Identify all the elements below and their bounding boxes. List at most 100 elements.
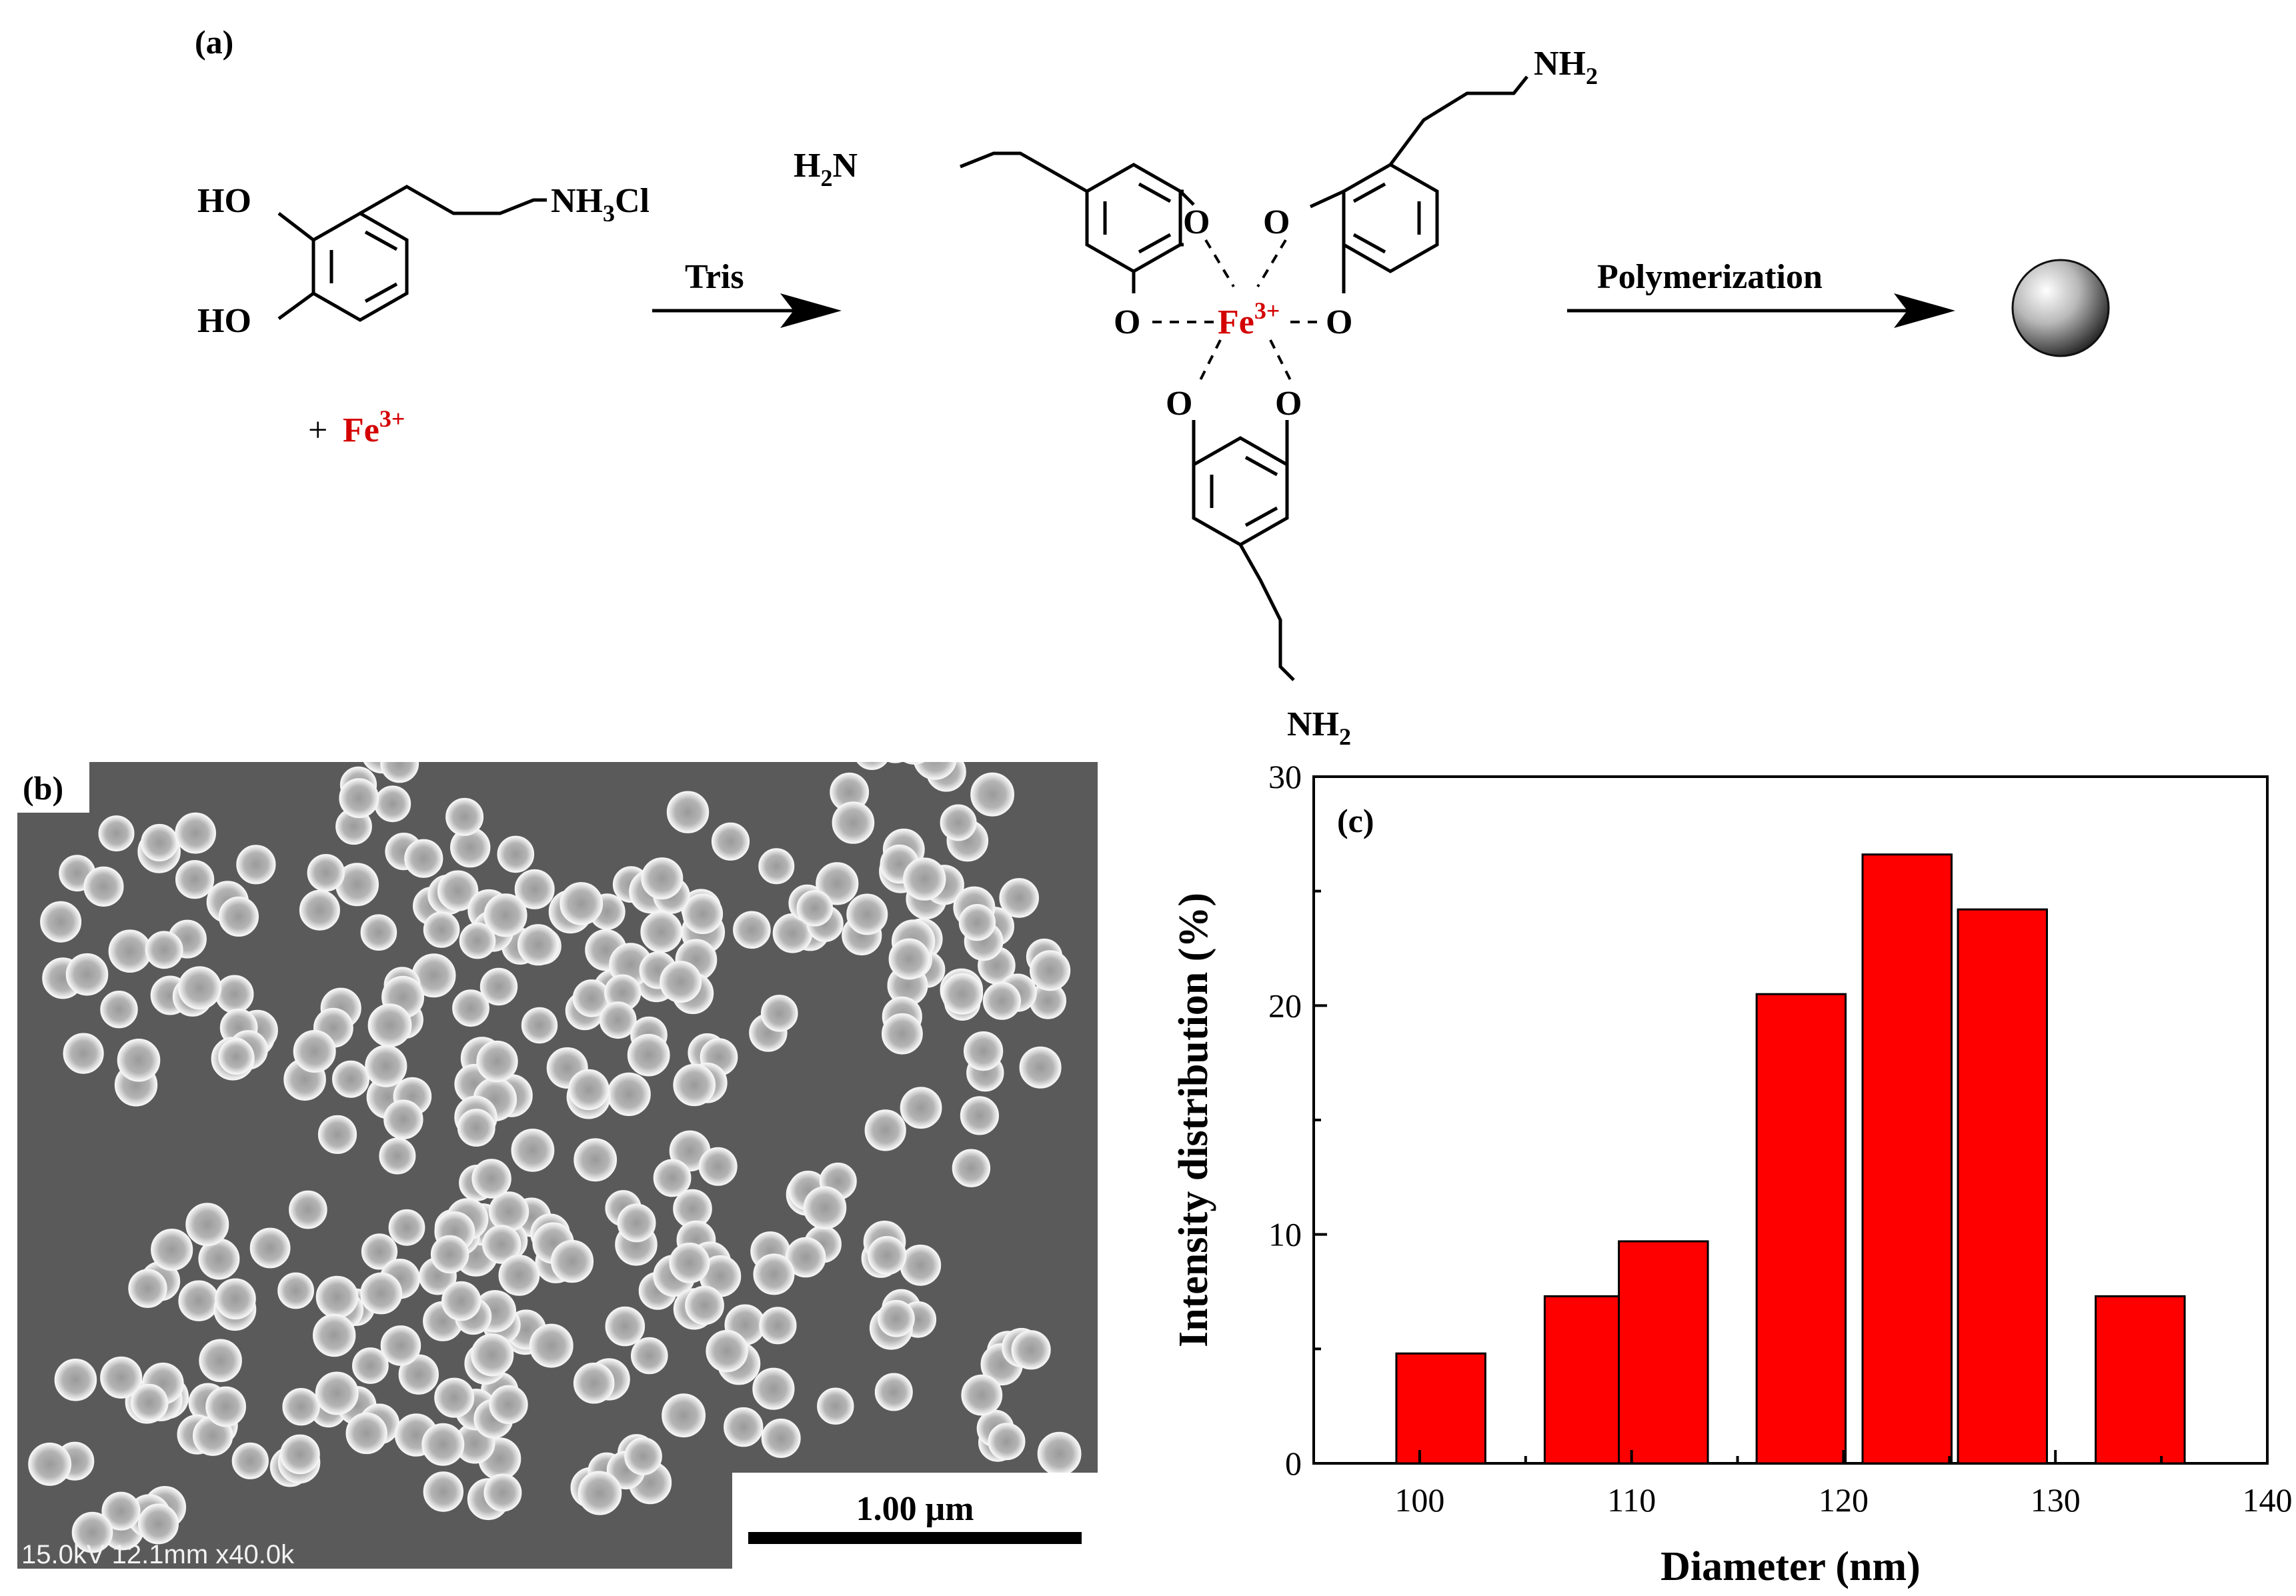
- sem-particle: [379, 1137, 416, 1175]
- sem-particle: [63, 1033, 104, 1074]
- sem-particle: [365, 1045, 407, 1087]
- complex-amine-top: NH2: [1534, 45, 1598, 89]
- sem-particle: [803, 1186, 847, 1230]
- sem-particle: [796, 890, 834, 927]
- sem-particle: [360, 1272, 403, 1315]
- sem-particle: [441, 1281, 481, 1321]
- sem-particle: [231, 1442, 269, 1479]
- complex-amine-left: H2N: [794, 147, 858, 191]
- sem-particle: [476, 1040, 518, 1083]
- sem-particle: [999, 878, 1039, 918]
- oxygen-right-lower: O: [1326, 303, 1352, 341]
- sem-particle: [759, 1307, 797, 1345]
- sem-particle: [550, 1239, 594, 1283]
- sem-particle: [673, 1063, 716, 1107]
- sem-particle: [380, 762, 419, 783]
- sem-particle: [631, 1337, 668, 1375]
- oxygen-bottom-right: O: [1275, 385, 1302, 423]
- x-tick-label: 140: [2243, 1481, 2293, 1519]
- sem-particle: [698, 1147, 738, 1186]
- sem-particle: [653, 1159, 692, 1197]
- sem-particle: [199, 1339, 242, 1383]
- sem-particle: [339, 778, 379, 819]
- sem-particle: [662, 1393, 706, 1438]
- sem-particle: [108, 929, 152, 973]
- sem-particle: [215, 1278, 256, 1320]
- sem-particle: [685, 1285, 724, 1325]
- reaction-arrow-2-head: [1894, 293, 1955, 328]
- sem-particle: [138, 1503, 179, 1545]
- sem-particle: [711, 822, 750, 861]
- scale-bar-label: 1.00 μm: [856, 1490, 974, 1528]
- sem-particle: [568, 1069, 610, 1111]
- sem-particle: [388, 1209, 425, 1246]
- sem-particle: [421, 1423, 465, 1466]
- y-tick-label: 10: [1268, 1216, 1302, 1253]
- sem-particle: [961, 1374, 1003, 1416]
- sem-particle: [900, 1244, 942, 1286]
- sem-particle: [452, 989, 489, 1027]
- sem-particle: [71, 1511, 113, 1553]
- arrow-label-tris: Tris: [685, 258, 744, 296]
- sem-particle: [479, 967, 518, 1006]
- sem-particle: [489, 1385, 528, 1424]
- sem-info-text: 15.0kV 12.1mm x40.0k: [21, 1540, 295, 1569]
- sem-particle: [868, 1236, 907, 1275]
- sem-particle: [299, 889, 340, 931]
- panel-label-c: (c): [1337, 802, 1374, 839]
- sem-particle: [517, 924, 559, 966]
- sem-particle: [599, 1001, 637, 1039]
- sem-particle: [352, 1347, 389, 1384]
- iron-center: Fe3+: [1218, 297, 1280, 341]
- sem-particle: [423, 1471, 463, 1512]
- sem-particle: [282, 1388, 320, 1426]
- sem-particle: [175, 860, 215, 899]
- sem-particle: [832, 801, 875, 844]
- sem-particle: [54, 1359, 97, 1401]
- x-tick-label: 110: [1607, 1481, 1656, 1519]
- sem-particle: [682, 893, 724, 935]
- sem-image: (b) 1.00 μm 15.0kV 12.1mm x40.0k: [17, 762, 1098, 1569]
- nanoparticle-sphere: [2011, 259, 2110, 357]
- oxygen-right-upper: O: [1263, 203, 1290, 241]
- sem-particle: [345, 1412, 387, 1455]
- sem-particle: [293, 1030, 336, 1073]
- sem-particle: [289, 1190, 327, 1229]
- x-tick-label: 130: [2031, 1481, 2081, 1519]
- sem-particle: [361, 1233, 398, 1270]
- y-tick-label: 30: [1268, 760, 1302, 795]
- sem-particle: [988, 1423, 1026, 1461]
- sem-particle: [101, 1491, 141, 1531]
- sem-particle: [816, 862, 859, 905]
- sem-particle: [315, 1371, 359, 1415]
- hydroxyl-bottom: HO: [197, 302, 251, 340]
- sem-particle: [215, 975, 254, 1014]
- y-tick-label: 20: [1268, 987, 1302, 1024]
- sem-particle: [145, 931, 183, 969]
- y-tick-label: 0: [1285, 1445, 1302, 1482]
- sem-particle: [383, 1099, 423, 1139]
- sem-particle: [904, 762, 925, 765]
- sem-particle: [317, 1115, 357, 1154]
- sem-particle: [236, 845, 276, 885]
- bar-2: [1618, 1240, 1709, 1465]
- sem-particle: [175, 812, 217, 854]
- bar-5: [1957, 908, 2049, 1465]
- sem-particle: [559, 882, 604, 925]
- sem-particle: [882, 1013, 923, 1055]
- sem-particle: [724, 1407, 764, 1447]
- sem-particle: [28, 1442, 71, 1486]
- sem-particle: [218, 1039, 255, 1075]
- reaction-scheme: (a) HO HO NH3Cl + Fe3+ Tris: [195, 23, 2110, 747]
- sem-particle: [483, 1473, 522, 1512]
- sem-particle: [913, 762, 957, 780]
- sem-particle: [753, 1253, 795, 1295]
- ammonium-chloride: NH3Cl: [551, 182, 650, 227]
- x-axis-label: Diameter (nm): [1660, 1544, 1921, 1589]
- sem-particle: [98, 815, 135, 852]
- sem-particle: [958, 904, 996, 941]
- sem-particle: [952, 1149, 991, 1187]
- sem-particle: [666, 791, 710, 833]
- sem-particle: [437, 870, 479, 911]
- sem-particle: [733, 911, 771, 949]
